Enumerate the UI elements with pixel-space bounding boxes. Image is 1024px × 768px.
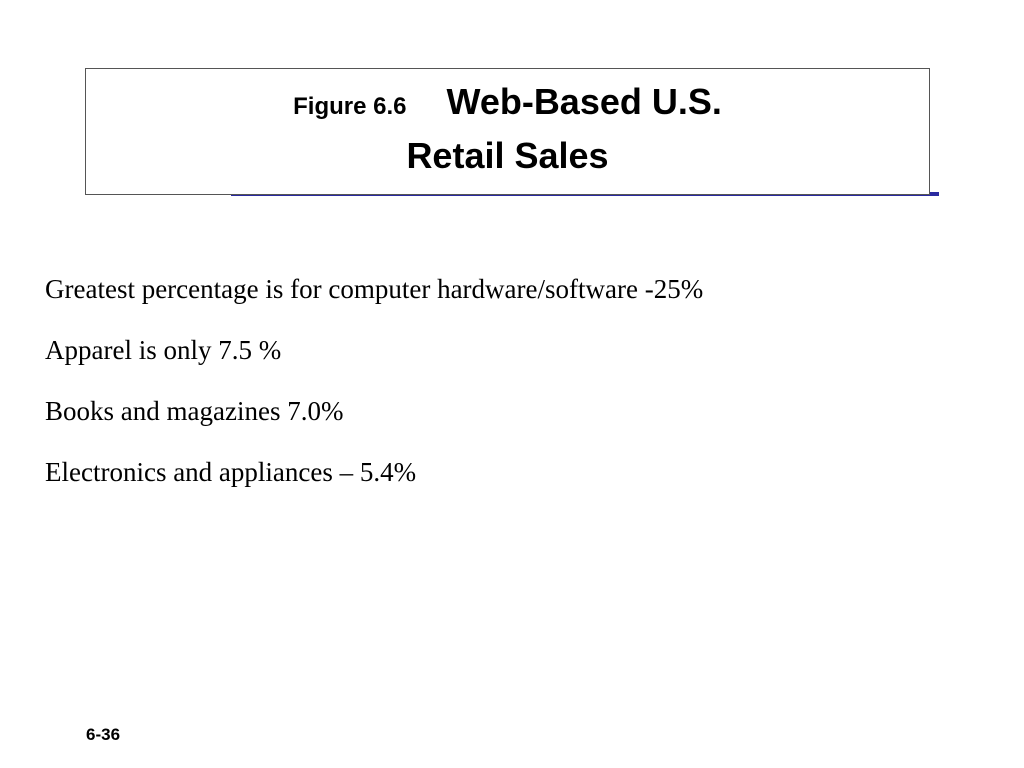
bullet-text: Books and magazines 7.0% (45, 396, 344, 426)
title-line: Retail Sales (406, 135, 609, 176)
page-number: 6-36 (86, 725, 121, 744)
bullet-text: Electronics and appliances – 5.4% (45, 457, 417, 487)
figure-label: Figure 6.6 (293, 93, 407, 120)
title-box: Figure 6.6 Web-Based U.S. Retail Sales (85, 68, 930, 195)
title-row: Figure 6.6 Web-Based U.S. (86, 81, 929, 123)
bullet-list: Greatest percentage is for computer hard… (45, 274, 703, 518)
bullet-text: Greatest percentage is for computer hard… (45, 274, 704, 304)
bullet-text: Apparel is only 7.5 % (45, 335, 282, 365)
title-line: Web-Based U.S. (446, 81, 722, 122)
